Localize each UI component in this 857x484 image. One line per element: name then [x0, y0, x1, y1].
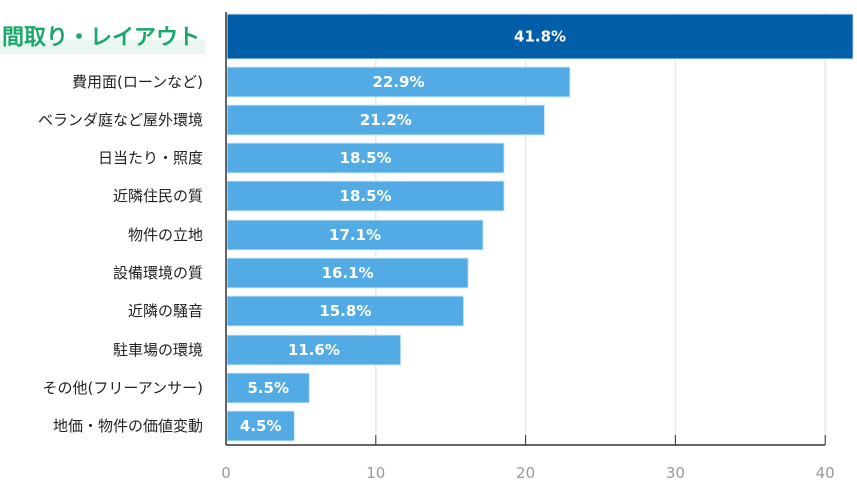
bar-4: [226, 180, 505, 212]
category-label-9: その他(フリーアンサー): [42, 379, 203, 397]
category-label-6: 設備環境の質: [113, 264, 203, 282]
tick-label-10: 10: [366, 464, 385, 482]
bar-value-label-0: 41.8%: [514, 28, 566, 46]
category-label-7: 近隣の騒音: [128, 302, 203, 320]
tick-label-0: 0: [221, 464, 231, 482]
bar-value-label-3: 18.5%: [340, 149, 392, 167]
bar-1: [226, 66, 571, 98]
bar-value-label-6: 16.1%: [322, 264, 374, 282]
bar-8: [226, 334, 402, 366]
highlight-label-background: [0, 40, 205, 54]
bar-value-label-8: 11.6%: [288, 341, 340, 359]
bar-9: [226, 372, 310, 404]
bar-value-label-2: 21.2%: [360, 111, 412, 129]
bar-value-label-4: 18.5%: [340, 187, 392, 205]
category-label-2: ベランダ庭など屋外環境: [38, 111, 203, 129]
category-label-8: 駐車場の環境: [113, 341, 203, 359]
category-label-4: 近隣住民の質: [113, 187, 203, 205]
bar-value-label-1: 22.9%: [372, 73, 424, 91]
bar-value-label-7: 15.8%: [319, 302, 371, 320]
tick-label-20: 20: [516, 464, 535, 482]
bars: 41.8% 22.9% 21.2% 18.5% 18.5% 17.1% 16.1% 15.8%…: [226, 13, 854, 442]
bar-value-label-5: 17.1%: [329, 226, 381, 244]
bar-2: [226, 104, 546, 136]
bar-value-label-9: 5.5%: [247, 379, 289, 397]
axes: [225, 12, 826, 446]
bar-10: [226, 410, 295, 442]
bar-0: [226, 13, 854, 60]
category-label-3: 日当たり・照度: [98, 149, 203, 167]
tick-label-40: 40: [816, 464, 835, 482]
bar-value-label-10: 4.5%: [240, 417, 282, 435]
bar-6: [226, 257, 469, 289]
bar-7: [226, 295, 465, 327]
bar-3: [226, 142, 505, 174]
bar-5: [226, 219, 484, 251]
tick-label-30: 30: [666, 464, 685, 482]
category-label-5: 物件の立地: [128, 226, 203, 244]
category-label-0: 間取り・レイアウト: [2, 26, 200, 51]
tick-labels: 0 10 20 30 40: [221, 464, 835, 482]
category-label-10: 地価・物件の価値変動: [53, 417, 203, 435]
category-label-1: 費用面(ローンなど): [72, 73, 203, 91]
